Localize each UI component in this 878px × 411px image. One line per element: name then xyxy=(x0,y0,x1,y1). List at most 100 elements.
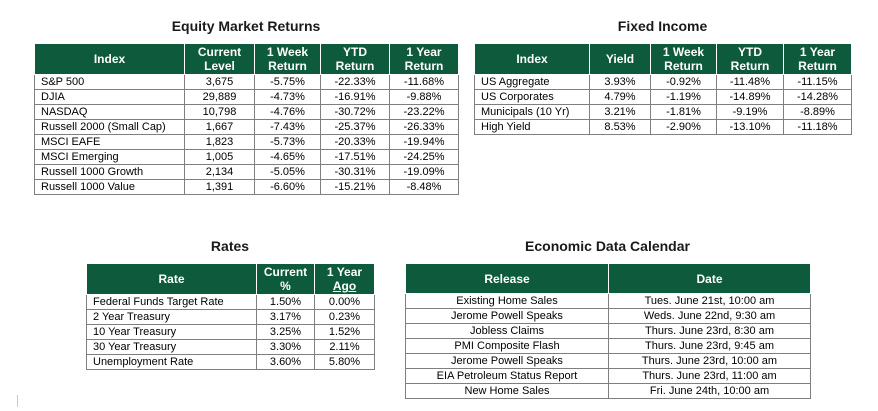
rates-row: 30 Year Treasury 3.30% 2.11% xyxy=(86,339,375,355)
equity-cell-ytd: -22.33% xyxy=(320,74,390,90)
fixed-income-panel: Fixed Income Index Yield 1 Week Return Y… xyxy=(474,18,852,135)
fixed-header-ytd: YTD Return xyxy=(716,43,784,75)
equity-cell-index: Russell 2000 (Small Cap) xyxy=(34,119,185,135)
equity-cell-year: -19.94% xyxy=(389,134,459,150)
rates-cell-year-ago: 0.23% xyxy=(314,309,375,325)
rates-row: 10 Year Treasury 3.25% 1.52% xyxy=(86,324,375,340)
fixed-cell-week: -0.92% xyxy=(650,74,717,90)
equity-header-level: Current Level xyxy=(184,43,255,75)
equity-cell-year: -11.68% xyxy=(389,74,459,90)
equity-row: S&P 500 3,675 -5.75% -22.33% -11.68% xyxy=(34,74,459,90)
calendar-panel: Economic Data Calendar Release Date Exis… xyxy=(405,238,811,399)
equity-cell-level: 1,823 xyxy=(184,134,255,150)
equity-table: Index Current Level 1 Week Return YTD Re… xyxy=(34,43,459,195)
equity-cell-ytd: -25.37% xyxy=(320,119,390,135)
equity-cell-index: S&P 500 xyxy=(34,74,185,90)
equity-cell-index: NASDAQ xyxy=(34,104,185,120)
equity-row: MSCI EAFE 1,823 -5.73% -20.33% -19.94% xyxy=(34,134,459,150)
fixed-row: High Yield 8.53% -2.90% -13.10% -11.18% xyxy=(474,119,852,135)
fixed-header-index: Index xyxy=(474,43,590,75)
equity-cell-week: -7.43% xyxy=(254,119,321,135)
rates-cell-rate: 10 Year Treasury xyxy=(86,324,257,340)
fixed-cell-week: -1.19% xyxy=(650,89,717,105)
equity-cell-year: -19.09% xyxy=(389,164,459,180)
fixed-row: US Aggregate 3.93% -0.92% -11.48% -11.15% xyxy=(474,74,852,90)
equity-cell-week: -6.60% xyxy=(254,179,321,195)
rates-cell-current: 3.25% xyxy=(256,324,315,340)
calendar-cell-release: Jerome Powell Speaks xyxy=(405,353,609,369)
calendar-header-date: Date xyxy=(608,263,811,294)
rates-header-year-line: 1 Year xyxy=(326,265,363,279)
rates-cell-rate: Federal Funds Target Rate xyxy=(86,294,257,310)
equity-title: Equity Market Returns xyxy=(171,18,321,34)
calendar-row: Jobless Claims Thurs. June 23rd, 8:30 am xyxy=(405,323,811,339)
calendar-cell-release: EIA Petroleum Status Report xyxy=(405,368,609,384)
fixed-cell-index: High Yield xyxy=(474,119,590,135)
page-edge-mark xyxy=(17,395,18,407)
fixed-cell-yield: 8.53% xyxy=(589,119,651,135)
equity-cell-year: -24.25% xyxy=(389,149,459,165)
rates-title: Rates xyxy=(210,238,250,254)
equity-row: NASDAQ 10,798 -4.76% -30.72% -23.22% xyxy=(34,104,459,120)
equity-cell-level: 2,134 xyxy=(184,164,255,180)
rates-cell-rate: 2 Year Treasury xyxy=(86,309,257,325)
fixed-header-yield: Yield xyxy=(589,43,651,75)
equity-cell-week: -4.65% xyxy=(254,149,321,165)
equity-cell-year: -9.88% xyxy=(389,89,459,105)
rates-cell-current: 3.17% xyxy=(256,309,315,325)
calendar-row: Existing Home Sales Tues. June 21st, 10:0… xyxy=(405,293,811,309)
equity-header-ytd: YTD Return xyxy=(320,43,390,75)
rates-panel: Rates Rate Current % 1 Year Ago Federal F… xyxy=(86,238,375,370)
rates-cell-current: 3.30% xyxy=(256,339,315,355)
equity-cell-level: 10,798 xyxy=(184,104,255,120)
fixed-cell-ytd: -9.19% xyxy=(716,104,784,120)
calendar-cell-release: Jobless Claims xyxy=(405,323,609,339)
calendar-cell-date: Weds. June 22nd, 9:30 am xyxy=(608,308,811,324)
fixed-income-table: Index Yield 1 Week Return YTD Return 1 Y… xyxy=(474,43,852,135)
rates-cell-year-ago: 2.11% xyxy=(314,339,375,355)
equity-panel: Equity Market Returns Index Current Leve… xyxy=(34,18,459,195)
calendar-cell-release: Jerome Powell Speaks xyxy=(405,308,609,324)
equity-cell-index: Russell 1000 Growth xyxy=(34,164,185,180)
calendar-row: Jerome Powell Speaks Weds. June 22nd, 9:3… xyxy=(405,308,811,324)
equity-cell-ytd: -20.33% xyxy=(320,134,390,150)
equity-cell-year: -26.33% xyxy=(389,119,459,135)
calendar-row: New Home Sales Fri. June 24th, 10:00 am xyxy=(405,383,811,399)
calendar-cell-date: Thurs. June 23rd, 9:45 am xyxy=(608,338,811,354)
equity-row: Russell 2000 (Small Cap) 1,667 -7.43% -25.3… xyxy=(34,119,459,135)
equity-row: MSCI Emerging 1,005 -4.65% -17.51% -24.25% xyxy=(34,149,459,165)
equity-cell-level: 1,391 xyxy=(184,179,255,195)
rates-cell-year-ago: 0.00% xyxy=(314,294,375,310)
calendar-table: Release Date Existing Home Sales Tues. Ju… xyxy=(405,263,811,399)
calendar-cell-date: Thurs. June 23rd, 10:00 am xyxy=(608,353,811,369)
fixed-cell-index: Municipals (10 Yr) xyxy=(474,104,590,120)
rates-header-current: Current % xyxy=(256,263,315,295)
rates-table: Rate Current % 1 Year Ago Federal Funds T… xyxy=(86,263,375,370)
rates-cell-year-ago: 1.52% xyxy=(314,324,375,340)
equity-cell-ytd: -15.21% xyxy=(320,179,390,195)
rates-cell-rate: 30 Year Treasury xyxy=(86,339,257,355)
fixed-cell-index: US Corporates xyxy=(474,89,590,105)
fixed-cell-year: -11.18% xyxy=(783,119,852,135)
fixed-cell-year: -11.15% xyxy=(783,74,852,90)
calendar-cell-date: Tues. June 21st, 10:00 am xyxy=(608,293,811,309)
equity-cell-level: 3,675 xyxy=(184,74,255,90)
rates-row: Federal Funds Target Rate 1.50% 0.00% xyxy=(86,294,375,310)
calendar-header-release: Release xyxy=(405,263,609,294)
equity-cell-week: -4.76% xyxy=(254,104,321,120)
calendar-cell-date: Thurs. June 23rd, 8:30 am xyxy=(608,323,811,339)
calendar-cell-release: Existing Home Sales xyxy=(405,293,609,309)
calendar-cell-release: PMI Composite Flash xyxy=(405,338,609,354)
fixed-header-year: 1 Year Return xyxy=(783,43,852,75)
fixed-cell-yield: 3.93% xyxy=(589,74,651,90)
equity-row: Russell 1000 Growth 2,134 -5.05% -30.31% -19… xyxy=(34,164,459,180)
fixed-income-title: Fixed Income xyxy=(617,18,708,34)
rates-header-ago-line: Ago xyxy=(332,279,357,293)
calendar-cell-release: New Home Sales xyxy=(405,383,609,399)
fixed-cell-index: US Aggregate xyxy=(474,74,590,90)
fixed-header-week: 1 Week Return xyxy=(650,43,717,75)
fixed-cell-year: -14.28% xyxy=(783,89,852,105)
equity-cell-week: -5.73% xyxy=(254,134,321,150)
calendar-row: EIA Petroleum Status Report Thurs. June 2… xyxy=(405,368,811,384)
calendar-cell-date: Thurs. June 23rd, 11:00 am xyxy=(608,368,811,384)
